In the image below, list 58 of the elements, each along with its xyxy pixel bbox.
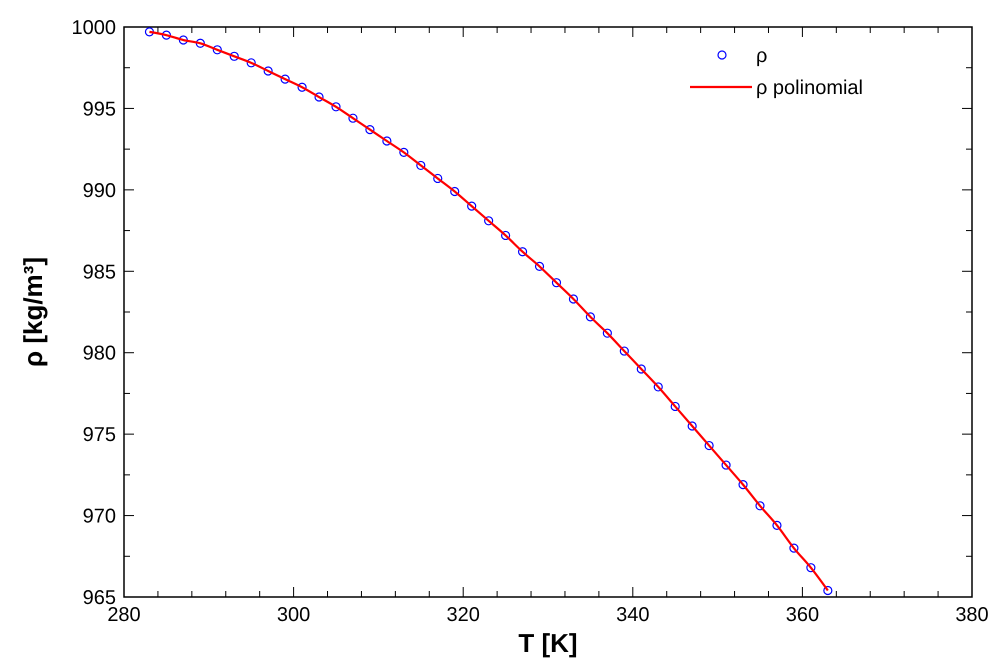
point bbox=[144, 27, 154, 36]
point bbox=[246, 58, 256, 68]
point bbox=[755, 501, 765, 510]
point bbox=[568, 294, 578, 304]
point bbox=[280, 74, 290, 84]
point bbox=[297, 82, 307, 92]
x-tick-label: 280 bbox=[107, 604, 141, 626]
x-axis-title: T [K] bbox=[518, 628, 578, 658]
point bbox=[416, 160, 426, 170]
x-tick-label: 360 bbox=[786, 604, 820, 626]
point bbox=[636, 364, 646, 374]
x-tick-label: 320 bbox=[446, 604, 480, 626]
point bbox=[162, 30, 171, 40]
x-tick-label: 300 bbox=[276, 604, 310, 626]
point bbox=[196, 38, 205, 48]
point bbox=[772, 520, 782, 530]
point bbox=[552, 278, 562, 288]
point bbox=[178, 35, 188, 45]
point bbox=[501, 230, 510, 240]
y-tick-label: 990 bbox=[82, 180, 116, 202]
x-tick-label: 380 bbox=[955, 604, 989, 626]
point bbox=[433, 174, 442, 184]
legend-label: ρ polinomial bbox=[756, 77, 863, 99]
legend-label: ρ bbox=[756, 45, 768, 67]
point bbox=[450, 186, 460, 196]
point bbox=[331, 102, 341, 112]
point bbox=[314, 92, 324, 102]
point bbox=[704, 440, 714, 450]
point bbox=[212, 45, 222, 54]
point bbox=[264, 66, 273, 76]
point bbox=[602, 328, 612, 338]
point bbox=[654, 382, 663, 392]
y-tick-label: 975 bbox=[82, 424, 116, 446]
point bbox=[688, 421, 697, 431]
x-tick-label: 340 bbox=[616, 604, 650, 626]
point bbox=[806, 563, 816, 572]
point bbox=[484, 216, 494, 226]
point bbox=[382, 136, 392, 146]
point bbox=[620, 346, 629, 356]
y-axis-title: ρ [kg/m³] bbox=[18, 257, 48, 367]
point bbox=[348, 114, 358, 123]
point bbox=[823, 586, 832, 596]
point bbox=[518, 247, 528, 256]
y-tick-label: 970 bbox=[82, 506, 116, 528]
point bbox=[467, 202, 476, 211]
y-tick-label: 980 bbox=[82, 342, 116, 365]
point bbox=[534, 262, 544, 271]
y-tick-label: 1000 bbox=[72, 17, 116, 39]
point bbox=[365, 125, 375, 134]
point bbox=[670, 402, 680, 412]
point bbox=[738, 480, 748, 490]
point bbox=[721, 460, 731, 470]
point bbox=[586, 312, 595, 322]
y-tick-label: 995 bbox=[82, 98, 116, 120]
point bbox=[230, 52, 239, 61]
point bbox=[399, 148, 408, 157]
point bbox=[789, 544, 799, 553]
y-tick-label: 985 bbox=[82, 261, 116, 284]
